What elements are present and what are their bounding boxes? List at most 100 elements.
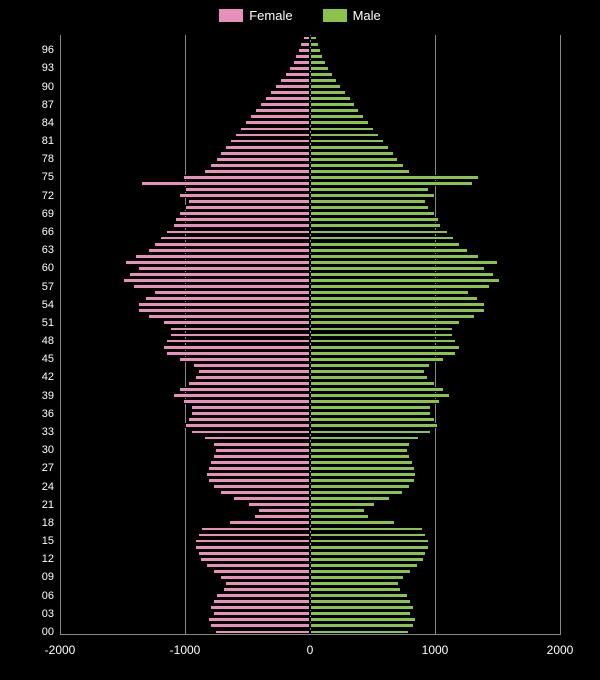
bar-female (303, 36, 311, 41)
bar-female (179, 357, 310, 362)
y-tick-label: 90 (42, 81, 54, 93)
bar-male (310, 454, 410, 459)
bar-female (216, 157, 310, 162)
bar-male (310, 575, 404, 580)
bar-male (310, 381, 435, 386)
bar-female (198, 533, 311, 538)
bar-female (225, 145, 310, 150)
bar-male (310, 205, 429, 210)
bar-male (310, 520, 395, 525)
legend-label-male: Male (353, 8, 381, 23)
bar-female (135, 254, 310, 259)
bar-female (275, 84, 310, 89)
y-tick-label: 72 (42, 190, 54, 202)
bar-female (166, 351, 310, 356)
y-tick-label: 42 (42, 371, 54, 383)
bar-female (270, 90, 310, 95)
bar-male (310, 514, 369, 519)
bar-female (175, 217, 310, 222)
bar-male (310, 102, 355, 107)
bar-male (310, 327, 453, 332)
bar-male (310, 272, 494, 277)
bar-female (293, 60, 311, 65)
legend-swatch-male (323, 9, 347, 22)
bar-female (200, 557, 310, 562)
bar-male (310, 405, 431, 410)
bar-female (138, 302, 311, 307)
bar-female (213, 454, 311, 459)
x-tick-label: 1000 (422, 643, 449, 657)
bar-female (185, 423, 310, 428)
bar-female (235, 133, 310, 138)
bar-male (310, 139, 384, 144)
bar-female (163, 345, 311, 350)
gridline (560, 35, 561, 635)
population-pyramid-chart: Female Male -2000-1000010002000000306091… (0, 0, 600, 680)
bar-male (310, 430, 431, 435)
y-tick-label: 93 (42, 62, 54, 74)
bar-female (185, 187, 310, 192)
bar-male (310, 290, 469, 295)
bar-male (310, 551, 426, 556)
bar-male (310, 539, 429, 544)
bar-female (210, 605, 310, 610)
bar-female (220, 490, 310, 495)
y-tick-label: 84 (42, 117, 54, 129)
bar-female (255, 108, 310, 113)
y-tick-label: 54 (42, 299, 54, 311)
bar-female (206, 472, 310, 477)
bar-female (198, 551, 311, 556)
y-tick-label: 66 (42, 226, 54, 238)
bar-female (191, 411, 310, 416)
y-tick-label: 57 (42, 281, 54, 293)
y-tick-label: 03 (42, 608, 54, 620)
bar-male (310, 599, 411, 604)
bar-male (310, 545, 429, 550)
bar-female (289, 66, 310, 71)
bar-male (310, 78, 337, 83)
bar-male (310, 593, 408, 598)
bar-male (310, 157, 398, 162)
bar-male (310, 411, 431, 416)
bar-male (310, 193, 435, 198)
bar-female (201, 527, 310, 532)
y-tick-label: 27 (42, 462, 54, 474)
bar-female (138, 308, 311, 313)
y-tick-label: 18 (42, 517, 54, 529)
bar-male (310, 84, 341, 89)
bar-male (310, 569, 411, 574)
bar-female (285, 72, 310, 77)
y-tick-label: 33 (42, 426, 54, 438)
bar-male (310, 587, 401, 592)
gridline (60, 35, 61, 635)
bar-female (213, 611, 311, 616)
bar-female (154, 242, 310, 247)
y-tick-label: 96 (42, 44, 54, 56)
bar-male (310, 605, 414, 610)
bar-male (310, 345, 460, 350)
bar-male (310, 502, 375, 507)
bar-male (310, 423, 438, 428)
bar-female (198, 369, 311, 374)
bar-female (183, 399, 311, 404)
bar-female (250, 114, 310, 119)
bar-male (310, 260, 498, 265)
bar-female (210, 163, 310, 168)
bar-male (310, 557, 424, 562)
bar-male (310, 36, 317, 41)
bar-male (310, 375, 428, 380)
bar-female (248, 502, 311, 507)
bar-female (225, 581, 310, 586)
bar-male (310, 151, 394, 156)
bar-female (141, 181, 310, 186)
bar-female (195, 545, 310, 550)
y-tick-label: 00 (42, 626, 54, 638)
bar-male (310, 248, 468, 253)
y-tick-label: 69 (42, 208, 54, 220)
bar-female (245, 120, 310, 125)
bar-female (133, 284, 311, 289)
bar-female (195, 375, 310, 380)
legend-label-female: Female (249, 8, 292, 23)
bar-female (163, 320, 311, 325)
bar-female (265, 96, 310, 101)
